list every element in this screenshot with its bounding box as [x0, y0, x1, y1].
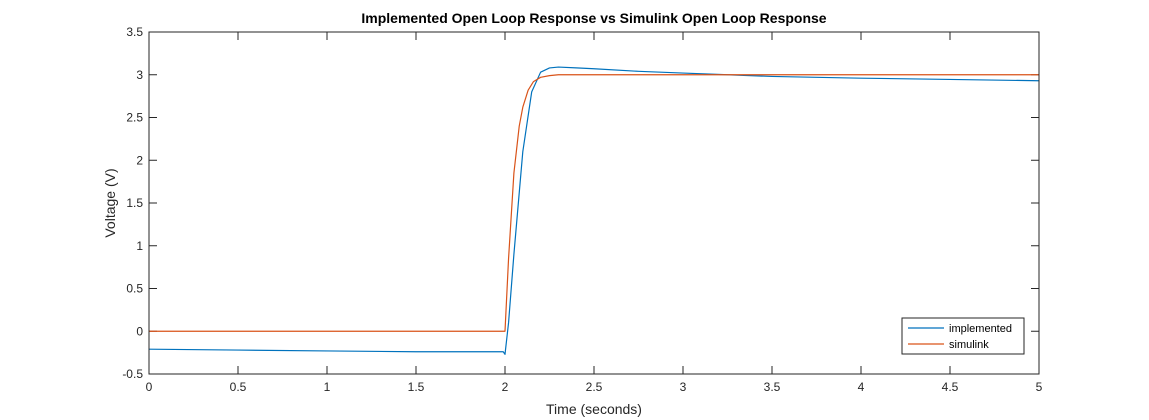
y-tick-label: 1 [136, 239, 143, 253]
x-tick-label: 0 [146, 380, 153, 394]
x-tick-label: 0.5 [230, 380, 247, 394]
x-tick-label: 3.5 [764, 380, 781, 394]
x-tick-label: 4 [858, 380, 865, 394]
x-tick-label: 1 [324, 380, 331, 394]
series-line-implemented [148, 66, 1040, 355]
x-tick-label: 2.5 [586, 380, 603, 394]
legend-label-implemented: implemented [949, 323, 1012, 335]
y-tick-label: -0.5 [122, 367, 143, 381]
y-tick-label: 3.5 [126, 25, 143, 39]
legend: implemented simulink [901, 317, 1025, 355]
series-lines [148, 66, 1040, 355]
y-tick-label: 2.5 [126, 111, 143, 125]
axes-box [148, 31, 1040, 375]
axis-ticks: 0 0.5 1 1.5 2 2.5 3 3.5 4 4.5 5-0.500.511.522.533.… [122, 25, 1042, 394]
plot-area [149, 32, 1039, 374]
y-tick-label: 1.5 [126, 196, 143, 210]
legend-label-simulink: simulink [949, 339, 989, 351]
x-tick-label: 3 [680, 380, 687, 394]
x-tick-label: 5 [1036, 380, 1043, 394]
y-axis-title: Voltage (V) [102, 168, 118, 237]
series-line-simulink [149, 74, 1039, 332]
x-tick-label: 2 [502, 380, 509, 394]
y-tick-label: 0.5 [126, 282, 143, 296]
x-tick-label: 1.5 [408, 380, 425, 394]
x-tick-label: 4.5 [942, 380, 959, 394]
chart-title: Implemented Open Loop Response vs Simuli… [361, 10, 826, 26]
legend-box [901, 317, 1025, 355]
y-tick-label: 0 [136, 324, 143, 338]
y-tick-label: 3 [136, 68, 143, 82]
y-tick-label: 2 [136, 153, 143, 167]
x-axis-title: Time (seconds) [546, 401, 642, 417]
